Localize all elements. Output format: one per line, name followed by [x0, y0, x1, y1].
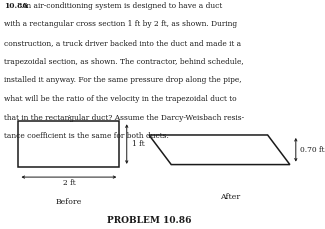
Text: tance coefficient is the same for both ducts.: tance coefficient is the same for both d…	[4, 133, 169, 140]
Text: with a rectangular cross section 1 ft by 2 ft, as shown. During: with a rectangular cross section 1 ft by…	[4, 21, 237, 28]
Text: what will be the ratio of the velocity in the trapezoidal duct to: what will be the ratio of the velocity i…	[4, 95, 237, 103]
Text: that in the rectangular duct? Assume the Darcy-Weisbach resis-: that in the rectangular duct? Assume the…	[4, 114, 244, 122]
Text: Before: Before	[56, 198, 82, 206]
Text: construction, a truck driver backed into the duct and made it a: construction, a truck driver backed into…	[4, 39, 241, 47]
Text: trapezoidal section, as shown. The contractor, behind schedule,: trapezoidal section, as shown. The contr…	[4, 58, 244, 66]
Text: installed it anyway. For the same pressure drop along the pipe,: installed it anyway. For the same pressu…	[4, 76, 242, 85]
Text: PROBLEM 10.86: PROBLEM 10.86	[107, 216, 191, 225]
Text: 0.70 ft: 0.70 ft	[300, 146, 325, 154]
Text: :: :	[68, 112, 70, 120]
Text: An air-conditioning system is designed to have a duct: An air-conditioning system is designed t…	[21, 2, 223, 10]
Text: After: After	[220, 193, 241, 201]
Text: 1 ft: 1 ft	[132, 140, 145, 148]
Text: 2 ft: 2 ft	[63, 179, 75, 187]
Text: 10.86: 10.86	[4, 2, 28, 10]
